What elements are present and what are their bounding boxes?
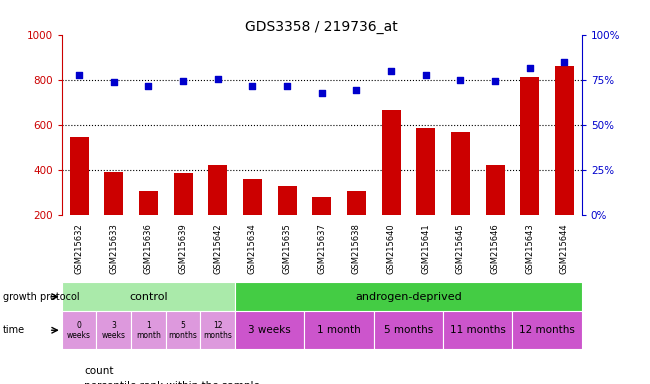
Text: 1
month: 1 month	[136, 321, 161, 340]
Text: GSM215637: GSM215637	[317, 223, 326, 274]
Bar	[512, 311, 582, 349]
Bar	[486, 166, 504, 215]
Text: growth protocol: growth protocol	[3, 291, 80, 302]
Text: 5
months: 5 months	[168, 321, 198, 340]
Bar	[451, 132, 470, 215]
Text: 3 weeks: 3 weeks	[248, 325, 291, 335]
Point	[143, 83, 153, 89]
Bar	[235, 282, 582, 311]
Point	[386, 68, 396, 74]
Text: GSM215639: GSM215639	[179, 223, 188, 274]
Text: 5 months: 5 months	[384, 325, 433, 335]
Bar	[382, 110, 400, 215]
Bar	[555, 66, 574, 215]
Bar	[70, 137, 88, 215]
Bar	[278, 186, 296, 215]
Text: GSM215634: GSM215634	[248, 223, 257, 274]
Text: time: time	[3, 325, 25, 335]
Text: 1 month: 1 month	[317, 325, 361, 335]
Bar	[62, 282, 235, 311]
Text: GSM215646: GSM215646	[491, 223, 500, 274]
Bar	[200, 311, 235, 349]
Text: GSM215635: GSM215635	[283, 223, 292, 274]
Bar	[166, 311, 200, 349]
Text: count: count	[84, 366, 114, 376]
Bar	[174, 173, 192, 215]
Text: GSM215643: GSM215643	[525, 223, 534, 274]
Text: 11 months: 11 months	[450, 325, 506, 335]
Text: percentile rank within the sample: percentile rank within the sample	[84, 381, 261, 384]
Text: androgen-deprived: androgen-deprived	[355, 291, 462, 302]
Bar	[374, 311, 443, 349]
Text: GSM215642: GSM215642	[213, 223, 222, 274]
Text: GSM215641: GSM215641	[421, 223, 430, 274]
Text: 0
weeks: 0 weeks	[67, 321, 91, 340]
Text: GSM215644: GSM215644	[560, 223, 569, 274]
Point	[351, 87, 361, 93]
Bar	[62, 311, 96, 349]
Bar	[235, 311, 304, 349]
Title: GDS3358 / 219736_at: GDS3358 / 219736_at	[246, 20, 398, 33]
Bar	[347, 191, 366, 215]
Point	[421, 72, 431, 78]
Point	[317, 90, 327, 96]
Text: 12
months: 12 months	[203, 321, 232, 340]
Point	[109, 79, 119, 85]
Point	[178, 78, 188, 84]
Bar	[243, 179, 262, 215]
Point	[282, 83, 293, 89]
Bar	[520, 78, 540, 215]
Text: GSM215640: GSM215640	[387, 223, 396, 274]
Bar	[304, 311, 374, 349]
Bar	[96, 311, 131, 349]
Bar	[312, 197, 332, 215]
Text: GSM215645: GSM215645	[456, 223, 465, 274]
Text: 12 months: 12 months	[519, 325, 575, 335]
Point	[247, 83, 257, 89]
Point	[455, 77, 465, 83]
Text: 3
weeks: 3 weeks	[102, 321, 125, 340]
Text: GSM215633: GSM215633	[109, 223, 118, 274]
Bar	[104, 172, 124, 215]
Bar	[131, 311, 166, 349]
Point	[559, 59, 569, 65]
Bar	[208, 166, 227, 215]
Text: GSM215638: GSM215638	[352, 223, 361, 274]
Point	[213, 76, 223, 82]
Point	[74, 72, 85, 78]
Bar	[443, 311, 512, 349]
Point	[525, 65, 535, 71]
Text: control: control	[129, 291, 168, 302]
Text: GSM215636: GSM215636	[144, 223, 153, 274]
Point	[490, 78, 501, 84]
Bar	[139, 191, 158, 215]
Text: GSM215632: GSM215632	[75, 223, 84, 274]
Bar	[416, 127, 436, 215]
